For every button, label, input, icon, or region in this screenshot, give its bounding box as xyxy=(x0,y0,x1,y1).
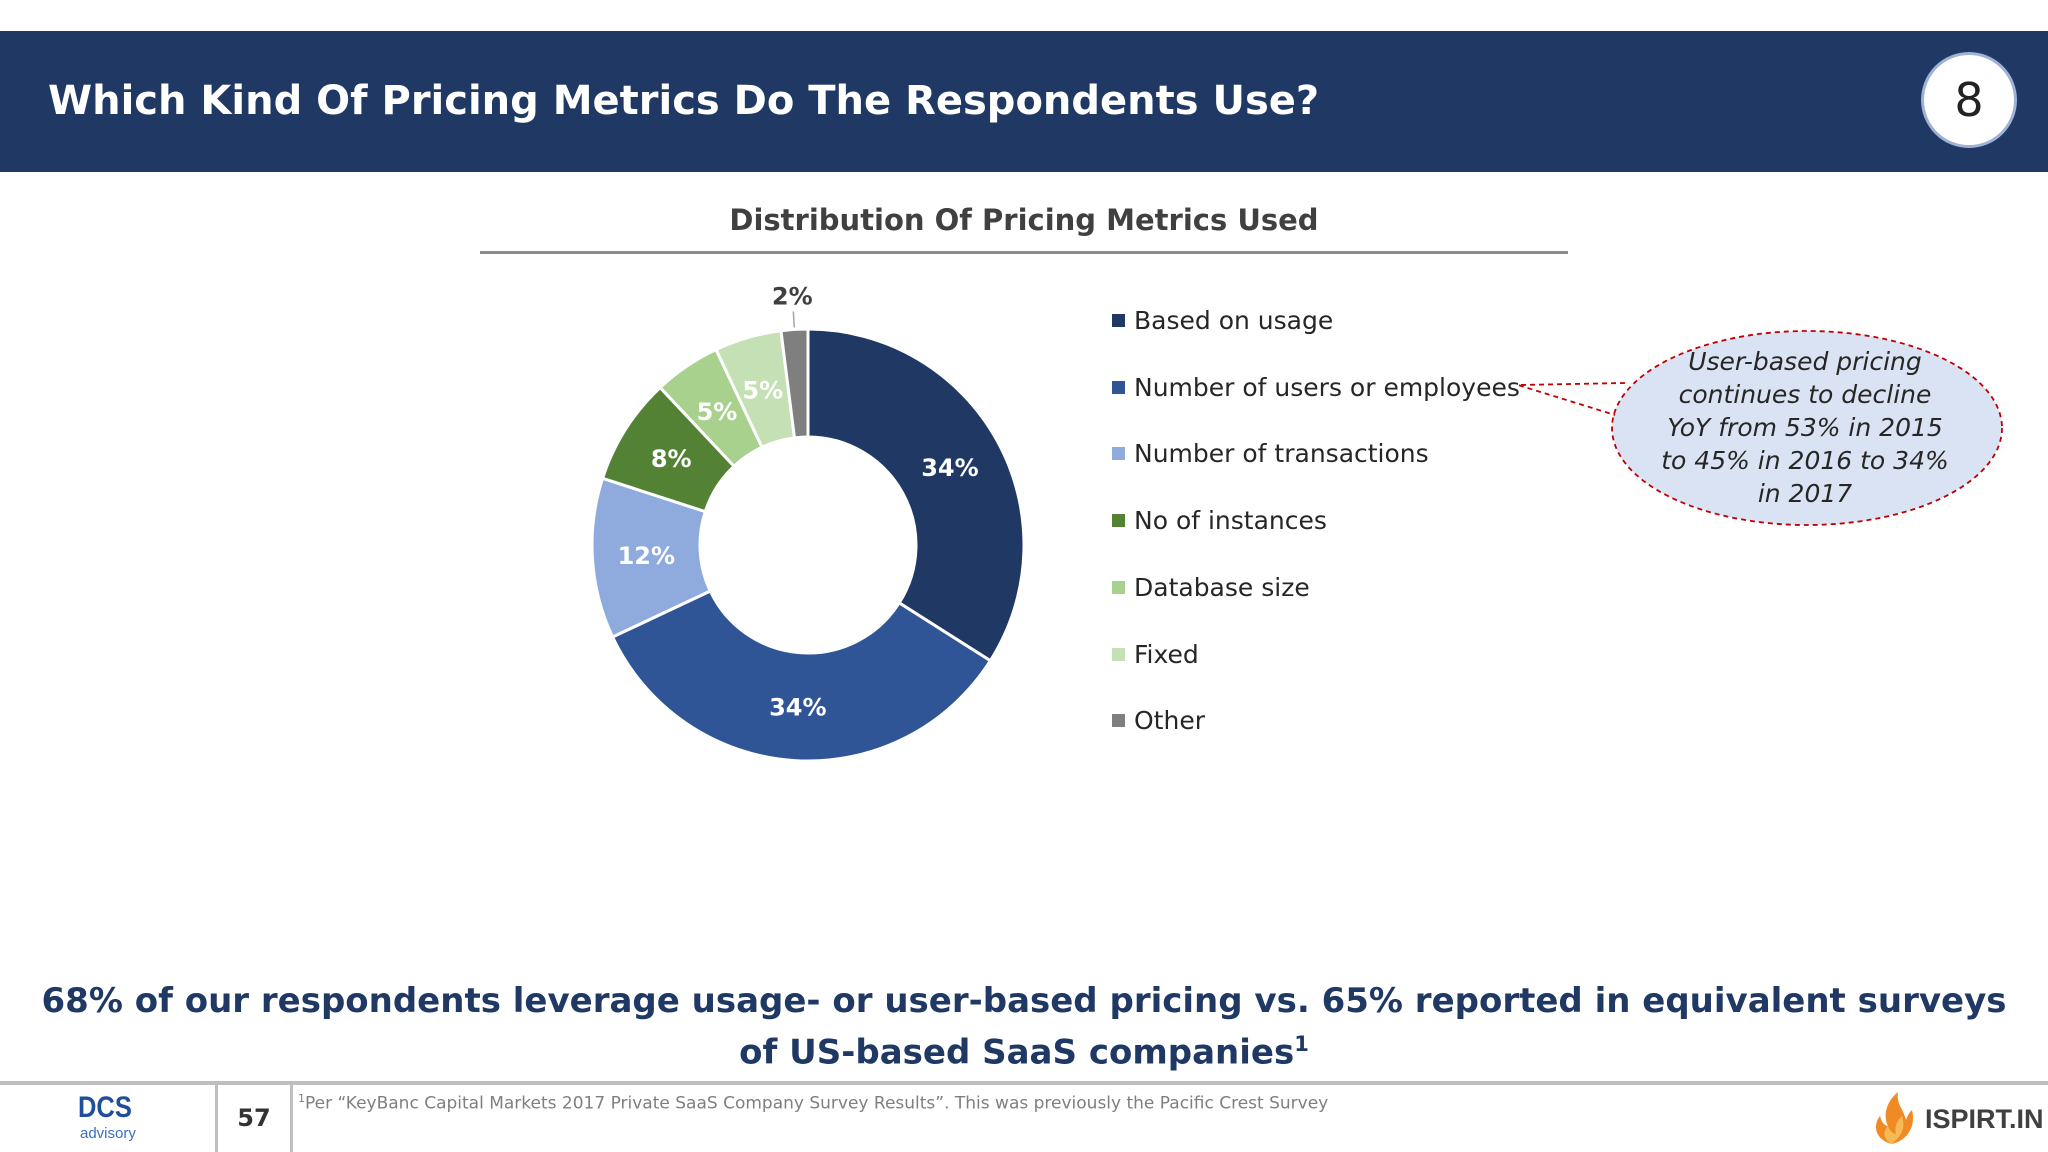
footer-rule xyxy=(0,1081,2048,1085)
legend-swatch xyxy=(1112,380,1125,394)
ispirt-flame-icon xyxy=(1876,1092,1914,1144)
donut-slice-6 xyxy=(779,327,810,440)
footnote-text: Per “KeyBanc Capital Markets 2017 Privat… xyxy=(305,1093,1329,1114)
footer-divider xyxy=(215,1085,218,1152)
footnote-marker: 1 xyxy=(298,1092,305,1105)
donut-data-label-0: 34% xyxy=(921,454,978,482)
callout-line: YoY from 53% in 2015 xyxy=(1667,413,1943,442)
donut-chart: 34%34%12%8%5%5%2% xyxy=(590,282,1026,763)
footnote: 1Per “KeyBanc Capital Markets 2017 Priva… xyxy=(298,1092,1328,1114)
donut-data-label-6: 2% xyxy=(772,282,813,310)
legend-label: Other xyxy=(1134,706,1205,736)
callout-pointer xyxy=(1517,382,1626,416)
callout-line: continues to decline xyxy=(1678,380,1932,409)
donut-slice-0 xyxy=(806,327,1026,663)
chart-title: Distribution Of Pricing Metrics Used xyxy=(729,203,1319,237)
donut-data-label-2: 12% xyxy=(618,542,675,570)
slide-number-badge: 8 xyxy=(1921,52,2017,148)
legend-label: Database size xyxy=(1134,572,1310,602)
page-number: 57 xyxy=(237,1104,271,1132)
legend-swatch xyxy=(1112,647,1125,661)
page-title: Which Kind Of Pricing Metrics Do The Res… xyxy=(48,78,1320,124)
legend-swatch xyxy=(1112,580,1125,594)
header-bar: Which Kind Of Pricing Metrics Do The Res… xyxy=(0,31,2048,172)
key-takeaway: 68% of our respondents leverage usage- o… xyxy=(40,980,2008,1074)
donut-data-label-4: 5% xyxy=(697,398,738,426)
callout-line: in 2017 xyxy=(1757,479,1853,508)
callout-text: User-based pricing continues to decline … xyxy=(1660,345,1950,510)
legend-label: Based on usage xyxy=(1134,306,1334,335)
chart-title-rule xyxy=(480,251,1568,254)
dcs-logo: DCS xyxy=(78,1091,132,1124)
donut-leader-line-6 xyxy=(792,311,796,328)
legend-label: No of instances xyxy=(1134,506,1327,536)
donut-slice-1 xyxy=(610,588,993,763)
donut-data-label-3: 8% xyxy=(651,445,692,473)
callout-line: to 45% in 2016 to 34% xyxy=(1661,446,1949,475)
callout-ellipse xyxy=(1611,330,2003,526)
legend-swatch xyxy=(1112,714,1125,728)
dcs-logo-subtitle: advisory xyxy=(80,1125,136,1142)
legend-swatch xyxy=(1112,314,1125,327)
callout-line: User-based pricing xyxy=(1688,347,1922,376)
donut-data-label-1: 34% xyxy=(769,694,826,722)
legend-label: Fixed xyxy=(1134,639,1199,669)
legend-label: Number of users or employees xyxy=(1134,372,1520,402)
ispirt-brand: ISPIRT.IN xyxy=(1925,1104,2044,1134)
legend-label: Number of transactions xyxy=(1134,439,1429,469)
donut-data-label-5: 5% xyxy=(742,376,783,404)
legend-swatch xyxy=(1112,447,1125,461)
callout-bubble xyxy=(1517,330,2003,526)
takeaway-text: 68% of our respondents leverage usage- o… xyxy=(41,981,2007,1073)
legend-swatch xyxy=(1112,514,1125,528)
takeaway-footnote-marker: 1 xyxy=(1294,1032,1309,1056)
footer-divider xyxy=(290,1085,293,1152)
